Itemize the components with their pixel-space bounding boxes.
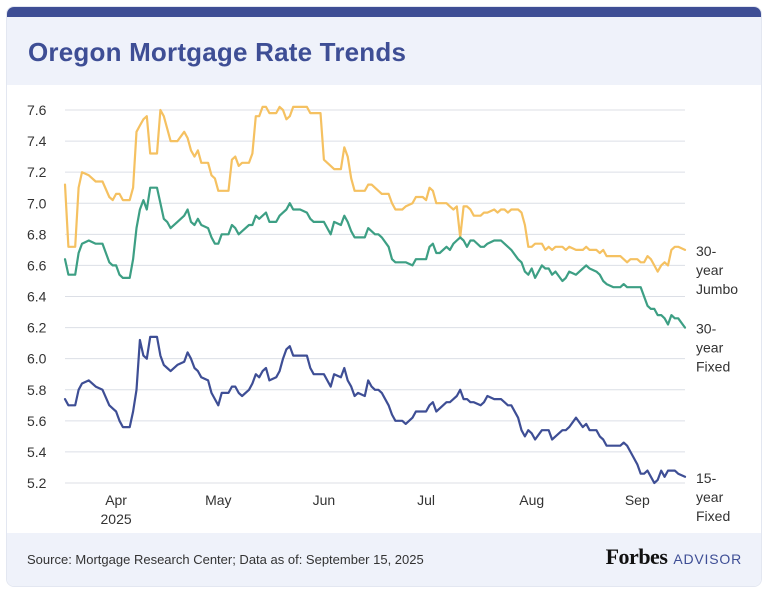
fixed-30-year-line	[63, 186, 687, 329]
x-tick-label: Apr	[105, 492, 127, 508]
y-tick-label: 6.2	[27, 320, 47, 336]
chart-card: Oregon Mortgage Rate Trends 7.6 7.4 7.2 7.0…	[6, 6, 762, 587]
y-tick-label: 6.0	[27, 351, 47, 367]
y-tick-label: 6.8	[27, 226, 47, 242]
x-tick-label: Jul	[417, 492, 435, 508]
jumbo-30-year-line	[63, 105, 687, 273]
chart-area: 7.6 7.4 7.2 7.0 6.8 6.6 6.4 6.2 6.0 5.8 5.6 5.4 5.2 A…	[7, 7, 761, 586]
series-label-jumbo-line: year	[696, 262, 724, 278]
y-tick-label: 5.2	[27, 475, 47, 491]
brand-top-bar	[7, 7, 761, 17]
line-chart: 7.6 7.4 7.2 7.0 6.8 6.6 6.4 6.2 6.0 5.8 5.6 5.4 5.2 A…	[27, 102, 738, 527]
y-tick-label: 7.2	[27, 164, 47, 180]
header-band: Oregon Mortgage Rate Trends	[7, 17, 761, 85]
series-label-jumbo-line: Jumbo	[696, 281, 738, 297]
series-label-jumbo-line: 30-	[696, 243, 717, 259]
x-tick-label: Aug	[519, 492, 544, 508]
y-tick-label: 6.6	[27, 257, 47, 273]
logo-wordmark: Forbes	[605, 544, 668, 569]
forbes-advisor-logo: Forbes ADVISOR	[606, 544, 742, 570]
y-tick-label: 5.6	[27, 413, 47, 429]
y-tick-label: 5.8	[27, 382, 47, 398]
y-tick-label: 6.4	[27, 289, 47, 305]
y-tick-label: 5.4	[27, 444, 47, 460]
x-tick-label: Jun	[313, 492, 336, 508]
series-label-30-fixed-line: Fixed	[696, 359, 730, 375]
x-tick-label: May	[205, 492, 231, 508]
logo-subtitle: ADVISOR	[673, 551, 742, 567]
x-tick-label: Sep	[625, 492, 650, 508]
series-label-30-fixed-line: year	[696, 340, 724, 356]
series-label-15-fixed-line: year	[696, 489, 724, 505]
page-title: Oregon Mortgage Rate Trends	[28, 37, 407, 67]
series-label-30-fixed-line: 30-	[696, 321, 717, 337]
y-tick-label: 7.0	[27, 195, 47, 211]
y-tick-label: 7.4	[27, 133, 47, 149]
x-tick-sublabel: 2025	[101, 511, 132, 527]
fixed-15-year-line	[63, 335, 687, 485]
footer-band: Source: Mortgage Research Center; Data a…	[7, 533, 761, 586]
y-tick-label: 7.6	[27, 102, 47, 118]
series-label-15-fixed-line: 15-	[696, 470, 717, 486]
series-label-15-fixed-line: Fixed	[696, 508, 730, 524]
source-note: Source: Mortgage Research Center; Data a…	[27, 552, 424, 567]
